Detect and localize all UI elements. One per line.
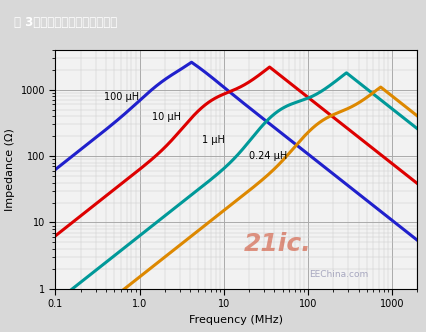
X-axis label: Frequency (MHz): Frequency (MHz) xyxy=(190,315,283,325)
Text: 图 3：各种电感器的阻抗曲线图: 图 3：各种电感器的阻抗曲线图 xyxy=(14,16,117,29)
Text: 10 μH: 10 μH xyxy=(152,112,181,122)
Text: EEChina.com: EEChina.com xyxy=(309,270,368,279)
Text: 21ic.: 21ic. xyxy=(244,232,311,256)
Text: 1 μH: 1 μH xyxy=(202,134,225,144)
Y-axis label: Impedance (Ω): Impedance (Ω) xyxy=(5,128,15,211)
Text: 0.24 μH: 0.24 μH xyxy=(249,151,288,161)
Text: 100 μH: 100 μH xyxy=(104,92,139,102)
